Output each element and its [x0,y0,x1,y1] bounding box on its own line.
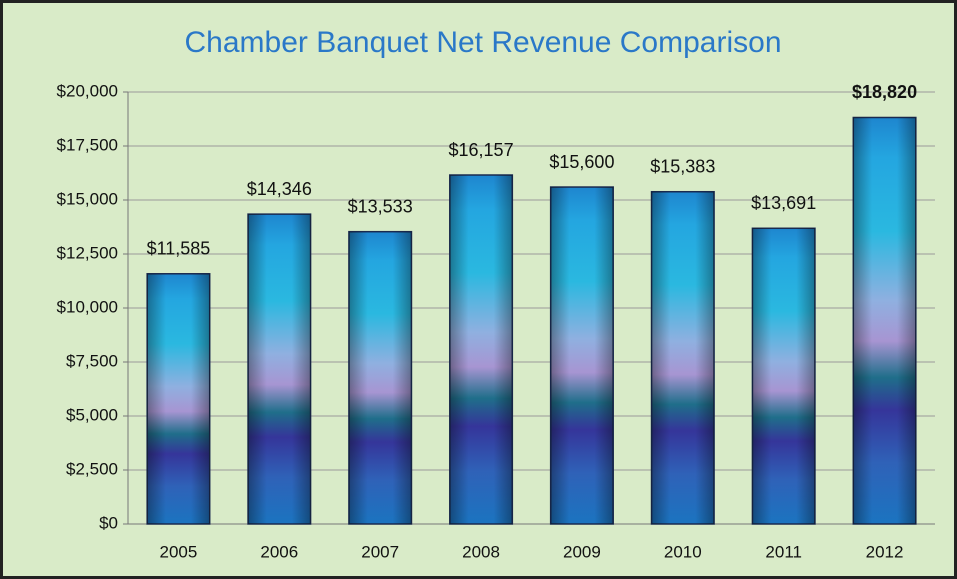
bar [449,174,514,525]
value-label: $18,820 [852,82,917,102]
bar [348,230,413,525]
x-tick-label: 2007 [361,542,399,561]
bar [549,186,614,525]
value-label: $14,346 [247,179,312,199]
bar [751,227,816,525]
y-tick-label: $7,500 [66,351,118,370]
y-tick-label: $20,000 [57,81,118,100]
y-tick-label: $0 [99,513,118,532]
value-label: $15,600 [549,152,614,172]
x-tick-label: 2006 [260,542,298,561]
bar [146,273,211,525]
bar [650,190,715,525]
chart-title: Chamber Banquet Net Revenue Comparison [185,26,782,59]
y-tick-label: $15,000 [57,189,118,208]
value-label: $15,383 [650,156,715,176]
y-tick-label: $2,500 [66,459,118,478]
value-label: $16,157 [449,140,514,160]
y-tick-label: $12,500 [57,243,118,262]
y-tick-label: $10,000 [57,297,118,316]
value-label: $11,585 [147,239,211,259]
x-tick-label: 2008 [462,542,500,561]
x-tick-label: 2010 [664,542,702,561]
bar [247,213,312,525]
x-tick-label: 2009 [563,542,601,561]
x-tick-label: 2012 [866,542,904,561]
bar [852,116,917,525]
y-tick-label: $17,500 [57,135,118,154]
x-tick-label: 2005 [160,542,198,561]
y-tick-label: $5,000 [66,405,118,424]
value-label: $13,691 [751,193,816,213]
value-label: $13,533 [348,196,413,216]
x-tick-label: 2011 [765,542,802,561]
